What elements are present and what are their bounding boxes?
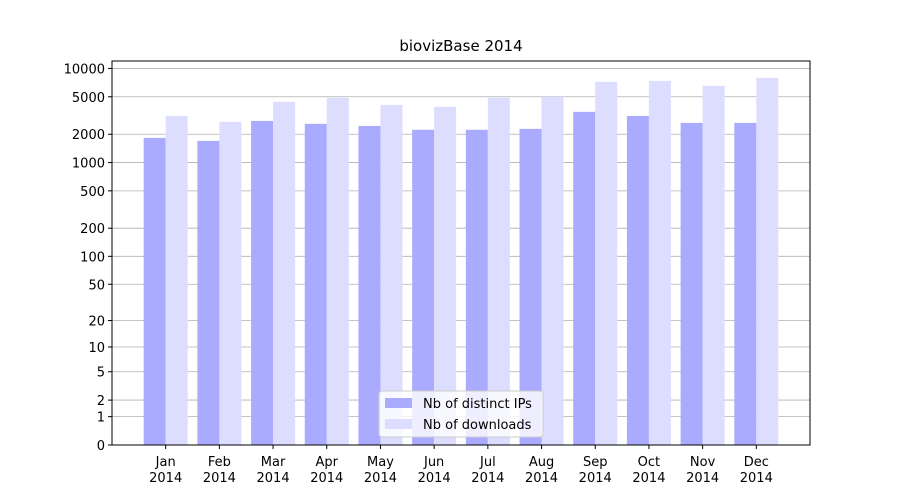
y-tick-label: 10 [88, 341, 105, 356]
bar [358, 125, 381, 446]
bar [756, 77, 779, 445]
y-tick-label: 5000 [72, 91, 105, 106]
y-tick-label: 1000 [72, 157, 105, 172]
legend-box [378, 390, 544, 438]
y-tick-label: 10000 [64, 62, 105, 77]
y-tick-label: 0 [97, 439, 105, 454]
plot-frame [111, 60, 811, 446]
bar [465, 129, 488, 446]
x-tick-label: Feb 2014 [203, 455, 236, 486]
legend-label: Nb of downloads [423, 418, 532, 433]
bar [219, 121, 242, 445]
x-tick-label: Oct 2014 [632, 455, 665, 486]
chart-title: biovizBase 2014 [399, 37, 522, 55]
bar [251, 120, 274, 445]
x-tick-label: Jan 2014 [149, 455, 182, 486]
bar [595, 81, 618, 445]
y-tick-label: 200 [80, 222, 105, 237]
y-tick-label: 2000 [72, 128, 105, 143]
bar [304, 123, 327, 445]
bar [487, 97, 510, 445]
y-tick-label: 100 [80, 250, 105, 265]
bar [680, 122, 703, 445]
legend-swatch [385, 419, 412, 429]
bar [143, 137, 166, 445]
bar [519, 128, 542, 445]
y-tick-label: 5 [97, 366, 105, 381]
y-tick-label: 20 [88, 315, 105, 330]
bar [734, 122, 757, 445]
x-tick-label: Apr 2014 [310, 455, 343, 486]
bar [412, 129, 435, 446]
bar [197, 140, 220, 446]
bar [273, 101, 296, 446]
x-tick-label: Aug 2014 [525, 455, 558, 486]
x-tick-label: Jun 2014 [418, 455, 451, 486]
bar [702, 85, 725, 445]
bar [626, 115, 649, 445]
y-tick-label: 50 [88, 278, 105, 293]
y-tick-label: 1 [97, 411, 105, 426]
bar [648, 80, 671, 445]
x-tick-label: Dec 2014 [740, 455, 773, 486]
y-tick-label: 500 [80, 185, 105, 200]
bar [326, 97, 349, 445]
bar [573, 111, 596, 445]
bar [165, 115, 188, 445]
bar [380, 104, 403, 446]
x-tick-label: Sep 2014 [579, 455, 612, 486]
x-tick-label: Jul 2014 [471, 455, 504, 486]
y-tick-label: 2 [97, 394, 105, 409]
bar [434, 106, 457, 445]
bar [541, 96, 564, 445]
x-tick-label: Nov 2014 [686, 455, 719, 486]
x-tick-label: May 2014 [364, 455, 397, 486]
legend-swatch [385, 398, 412, 408]
x-tick-label: Mar 2014 [257, 455, 290, 486]
legend-label: Nb of distinct IPs [423, 397, 532, 412]
